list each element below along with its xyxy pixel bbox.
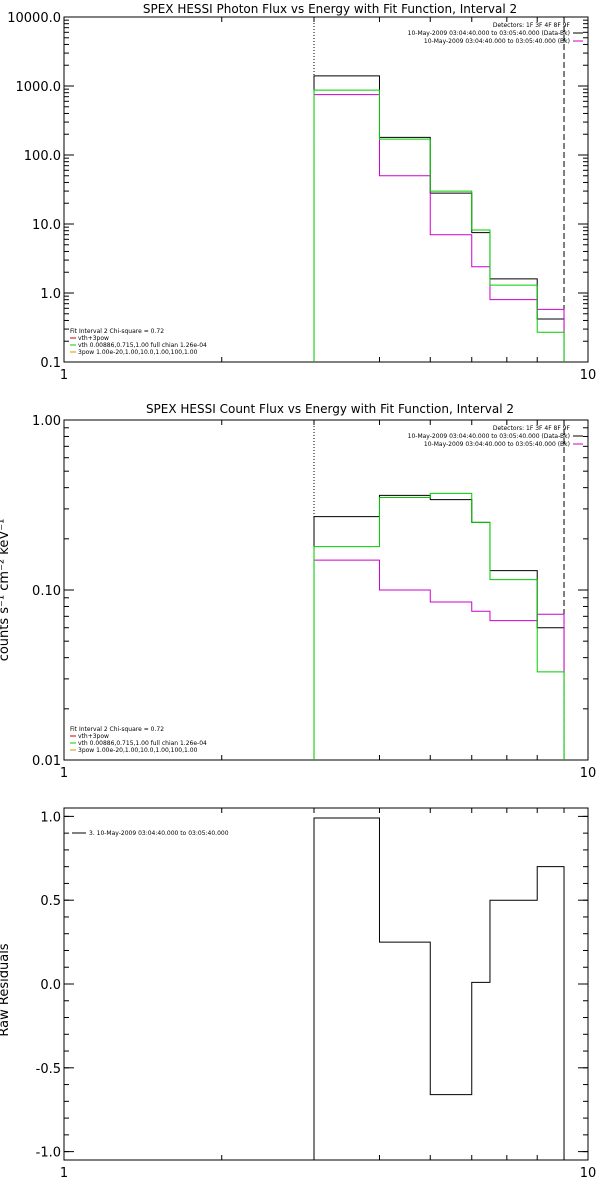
series-line-0 [313,817,565,1160]
y-tick-label: 10000.0 [7,11,61,26]
legend-bottom-entry: vth+3pow [78,733,109,740]
legend-entry: 3. 10-May-2009 03:04:40.000 to 03:05:40.… [89,830,229,837]
y-tick-label: 0.10 [32,584,61,599]
y-tick-label: 1.00 [32,414,61,429]
legend-bottom-entry: vth 0.00886,0.715,1.00 full chian 1.26e-… [78,342,207,349]
x-tick-label: 10 [580,766,597,781]
series-line-1 [313,94,565,362]
count-flux-panel: SPEX HESSI Count Flux vs Energy with Fit… [0,402,596,781]
series-line-0 [313,494,565,760]
legend-bottom-entry: 3pow 1.00e-20,1.00,10.0,1.00,100,1.00 [78,747,198,754]
y-tick-label: 0.1 [40,356,61,371]
legend-top-entry: 10-May-2009 03:04:40.000 to 03:05:40.000… [424,38,570,45]
legend-top-entry: Detectors: 1F 3F 4F 8F 9F [493,22,571,29]
legend-top-entry: Detectors: 1F 3F 4F 8F 9F [493,425,571,432]
legend-top-entry: 10-May-2009 03:04:40.000 to 03:05:40.000… [408,433,570,440]
y-tick-label: 100.0 [24,149,61,164]
legend-bottom-entry: 3pow 1.00e-20,1.00,10.0,1.00,100,1.00 [78,349,198,356]
residuals-panel: Raw Residuals -1.0 -0.5 0.0 0.5 1.0 1 10 3. 10-… [0,807,597,1181]
y-tick-label: 10.0 [32,218,61,233]
y-tick-label: 0.0 [40,978,61,993]
photon-chart-title: SPEX HESSI Photon Flux vs Energy with Fi… [143,2,517,16]
legend-top-entry: 10-May-2009 03:04:40.000 to 03:05:40.000… [424,441,570,448]
residuals-y-axis-label: Raw Residuals [0,943,12,1036]
legend-bottom-entry: Fit Interval 2 Chi-square = 0.72 [70,726,164,733]
photon-plot-frame [63,16,589,363]
series-line-1 [313,559,565,760]
legend-bottom-entry: vth 0.00886,0.715,1.00 full chian 1.26e-… [78,740,207,747]
residuals-plot-frame [63,807,589,1161]
series-line-2 [313,492,565,760]
count-y-axis-label: counts s⁻¹ cm⁻² keV⁻¹ [0,519,12,662]
series-line-2 [313,89,565,362]
x-tick-label: 1 [60,1166,68,1181]
legend-bottom-entry: Fit Interval 2 Chi-square = 0.72 [70,328,164,335]
y-tick-label: -1.0 [36,1146,61,1161]
legend-top-entry: 10-May-2009 03:04:40.000 to 03:05:40.000… [408,30,570,37]
y-tick-label: 0.5 [40,894,61,909]
y-tick-label: 1.0 [40,287,61,302]
x-tick-label: 10 [580,368,597,383]
x-tick-label: 1 [60,766,68,781]
legend-bottom-entry: vth+3pow [78,335,109,342]
x-tick-label: 1 [60,368,68,383]
series-line-0 [313,75,565,362]
y-tick-label: 0.01 [32,754,61,769]
y-tick-label: 1000.0 [16,80,62,95]
photon-flux-panel: SPEX HESSI Photon Flux vs Energy with Fi… [7,2,596,383]
y-tick-label: 1.0 [40,810,61,825]
y-tick-label: -0.5 [36,1062,61,1077]
count-plot-frame [63,419,589,761]
x-tick-label: 10 [580,1166,597,1181]
count-chart-title: SPEX HESSI Count Flux vs Energy with Fit… [146,402,514,416]
